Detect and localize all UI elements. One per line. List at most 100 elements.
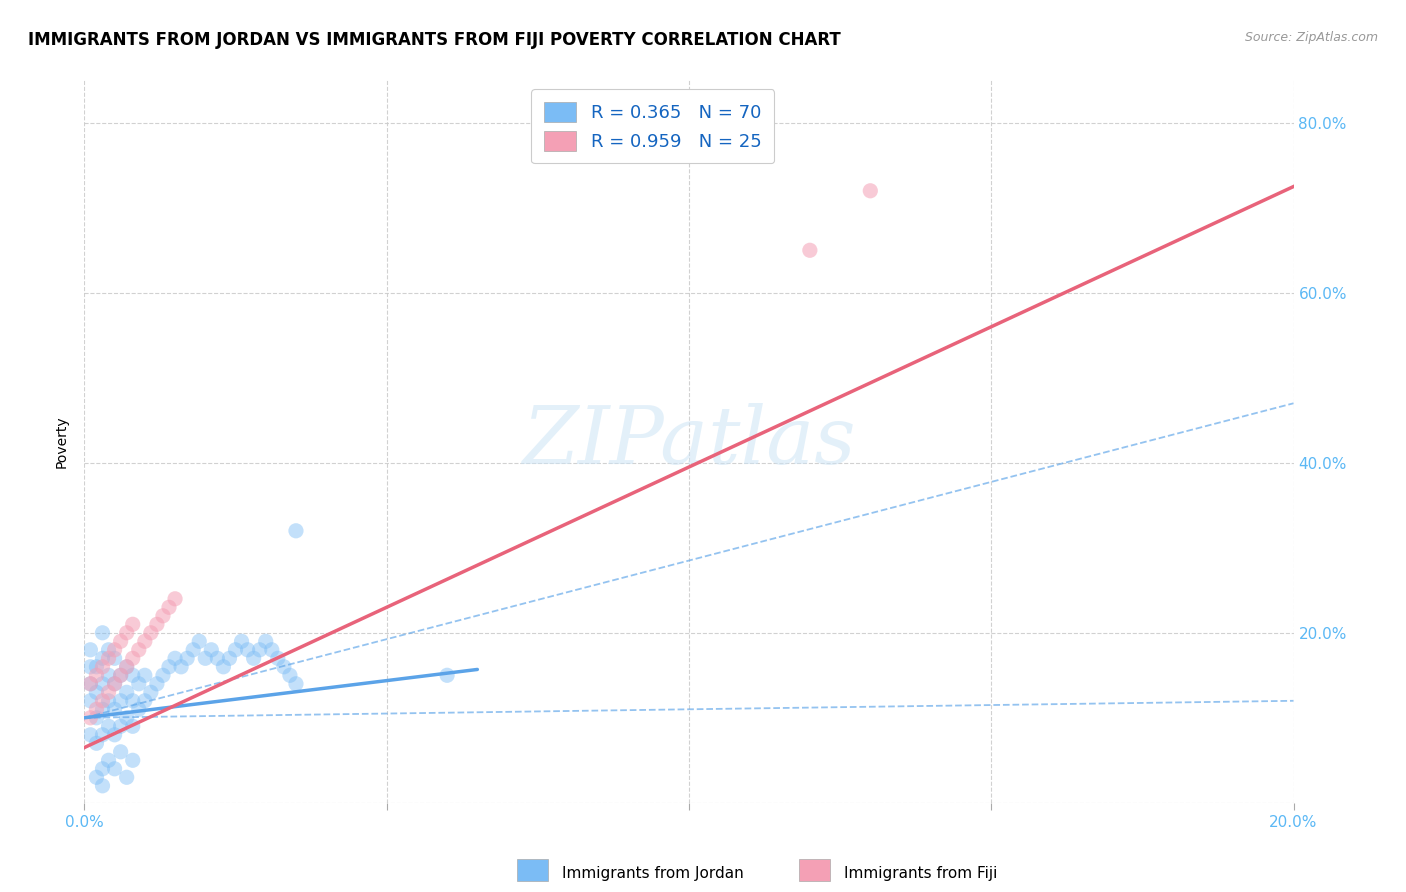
Y-axis label: Poverty: Poverty xyxy=(55,416,69,467)
Text: Immigrants from Jordan: Immigrants from Jordan xyxy=(562,866,744,881)
Point xyxy=(115,770,138,784)
Point xyxy=(86,770,108,784)
Point xyxy=(104,677,127,691)
Point xyxy=(104,651,127,665)
Point xyxy=(157,600,180,615)
Point xyxy=(128,677,150,691)
Point xyxy=(225,642,247,657)
Point xyxy=(121,694,143,708)
Point xyxy=(278,668,301,682)
Point xyxy=(231,634,253,648)
Point xyxy=(181,642,204,657)
Point xyxy=(86,702,108,716)
Point xyxy=(86,711,108,725)
Point xyxy=(115,711,138,725)
Point xyxy=(152,668,174,682)
Point xyxy=(79,728,101,742)
Point xyxy=(104,728,127,742)
Point xyxy=(104,677,127,691)
Point xyxy=(128,642,150,657)
Point xyxy=(128,702,150,716)
Point xyxy=(188,634,211,648)
Point xyxy=(91,651,114,665)
Point xyxy=(260,642,283,657)
Point xyxy=(249,642,271,657)
Point xyxy=(267,651,290,665)
Point xyxy=(91,762,114,776)
Point xyxy=(97,642,120,657)
Point xyxy=(200,642,222,657)
Point xyxy=(91,625,114,640)
Point xyxy=(110,634,132,648)
Point xyxy=(110,668,132,682)
Text: Immigrants from Fiji: Immigrants from Fiji xyxy=(844,866,997,881)
Point xyxy=(97,668,120,682)
Point xyxy=(104,762,127,776)
Point xyxy=(91,779,114,793)
Point xyxy=(859,184,882,198)
Point xyxy=(121,651,143,665)
Point xyxy=(121,617,143,632)
Point xyxy=(115,660,138,674)
Point xyxy=(104,702,127,716)
Point xyxy=(176,651,198,665)
Point xyxy=(236,642,259,657)
Point xyxy=(86,668,108,682)
Point xyxy=(134,668,156,682)
Text: ZIPatlas: ZIPatlas xyxy=(522,403,856,480)
Point xyxy=(157,660,180,674)
Point xyxy=(79,677,101,691)
Point xyxy=(207,651,229,665)
Bar xyxy=(799,859,830,881)
Point xyxy=(79,694,101,708)
Point xyxy=(139,625,162,640)
Bar xyxy=(517,859,548,881)
Point xyxy=(79,642,101,657)
Point xyxy=(170,660,193,674)
Point xyxy=(273,660,295,674)
Point xyxy=(110,668,132,682)
Point xyxy=(165,591,187,606)
Point xyxy=(152,608,174,623)
Point xyxy=(436,668,458,682)
Point xyxy=(86,685,108,699)
Point xyxy=(97,685,120,699)
Point xyxy=(121,753,143,767)
Legend: R = 0.365   N = 70, R = 0.959   N = 25: R = 0.365 N = 70, R = 0.959 N = 25 xyxy=(531,89,775,163)
Point xyxy=(97,753,120,767)
Point xyxy=(285,524,308,538)
Text: IMMIGRANTS FROM JORDAN VS IMMIGRANTS FROM FIJI POVERTY CORRELATION CHART: IMMIGRANTS FROM JORDAN VS IMMIGRANTS FRO… xyxy=(28,31,841,49)
Point xyxy=(97,719,120,733)
Point xyxy=(212,660,235,674)
Point xyxy=(110,719,132,733)
Point xyxy=(799,244,821,258)
Point xyxy=(110,745,132,759)
Point xyxy=(79,660,101,674)
Point xyxy=(91,660,114,674)
Point xyxy=(97,694,120,708)
Point xyxy=(134,694,156,708)
Point xyxy=(139,685,162,699)
Point xyxy=(194,651,217,665)
Point xyxy=(110,694,132,708)
Point xyxy=(115,625,138,640)
Point xyxy=(91,728,114,742)
Text: Source: ZipAtlas.com: Source: ZipAtlas.com xyxy=(1244,31,1378,45)
Point xyxy=(115,660,138,674)
Point xyxy=(91,677,114,691)
Point xyxy=(146,677,169,691)
Point xyxy=(86,736,108,750)
Point xyxy=(242,651,264,665)
Point xyxy=(91,702,114,716)
Point xyxy=(165,651,187,665)
Point xyxy=(218,651,240,665)
Point xyxy=(86,660,108,674)
Point xyxy=(121,719,143,733)
Point xyxy=(254,634,277,648)
Point xyxy=(134,634,156,648)
Point xyxy=(79,711,101,725)
Point xyxy=(115,685,138,699)
Point xyxy=(79,677,101,691)
Point xyxy=(285,677,308,691)
Point xyxy=(146,617,169,632)
